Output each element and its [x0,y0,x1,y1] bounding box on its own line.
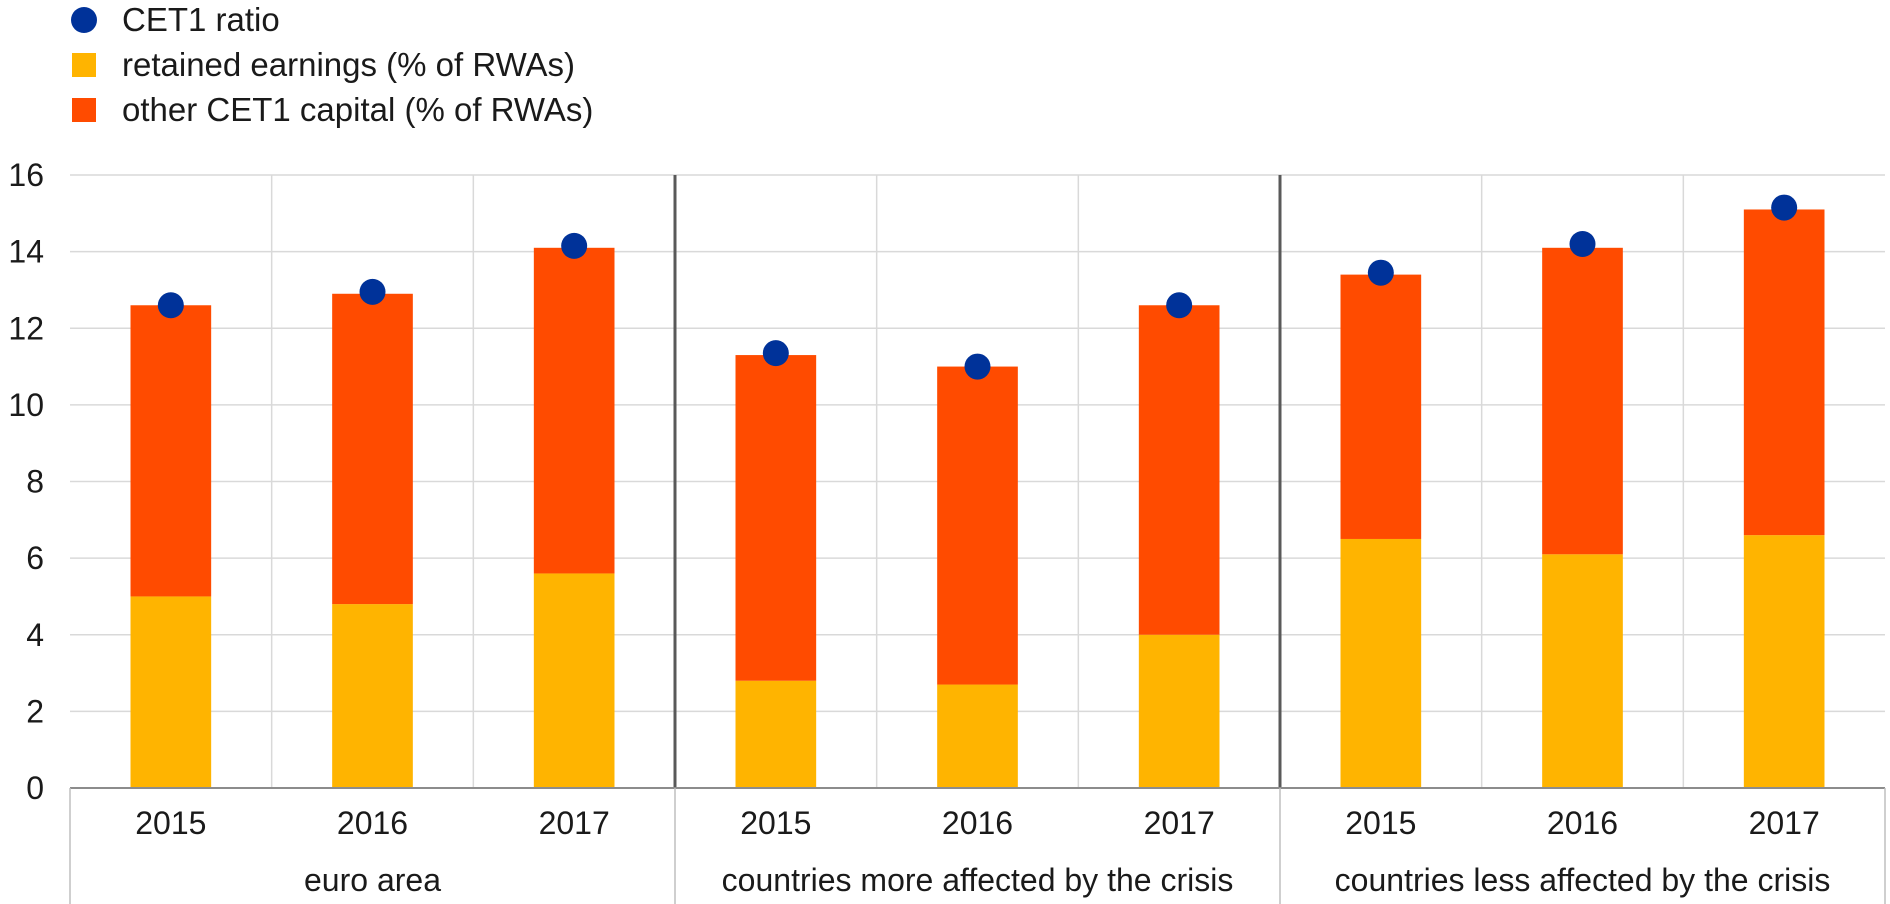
bar-retained-earnings [1743,535,1825,788]
bar-other-cet1-capital [332,293,413,605]
x-tick-label: 2017 [1749,805,1820,841]
bar-retained-earnings [937,684,1018,788]
bar-retained-earnings [332,604,413,788]
legend: CET1 ratio retained earnings (% of RWAs) o… [71,1,593,128]
cet1-ratio-point [1166,292,1193,319]
x-group-label: euro area [304,862,441,898]
cet1-ratio-point [762,340,789,367]
x-tick-label: 2015 [1345,805,1416,841]
cet1-ratio-point [157,292,184,319]
legend-label: retained earnings (% of RWAs) [122,46,575,83]
x-tick-label: 2016 [337,805,408,841]
cet1-ratio-point [359,278,386,305]
bar-retained-earnings [130,596,212,788]
cet1-markers [157,194,1798,380]
legend-label: CET1 ratio [122,1,280,38]
y-tick-label: 2 [26,693,44,729]
legend-swatch [72,98,96,122]
y-tick-label: 16 [8,157,44,193]
y-tick-label: 12 [8,310,44,346]
cet1-ratio-point [1569,230,1596,257]
y-tick-label: 4 [26,617,44,653]
group-separators [673,175,1282,788]
x-group-label: countries less affected by the crisis [1335,862,1831,898]
cet1-ratio-point [561,232,588,259]
x-tick-label: 2016 [1547,805,1618,841]
cet1-ratio-point [1367,259,1394,286]
cet1-ratio-point [1771,194,1798,221]
bar-other-cet1-capital [735,355,817,681]
x-axis: 2015 2016 2017 2015 2016 2017 2015 2016 2017 euro… [69,787,1886,904]
bar-other-cet1-capital [1138,305,1220,635]
y-tick-label: 14 [8,234,44,270]
bar-retained-earnings [1542,554,1623,788]
bar-other-cet1-capital [1542,247,1623,555]
bar-retained-earnings [735,680,817,788]
x-tick-label: 2016 [942,805,1013,841]
bars [130,209,1825,788]
x-tick-label: 2015 [740,805,811,841]
bar-retained-earnings [1340,538,1422,788]
y-tick-label: 6 [26,540,44,576]
y-tick-label: 8 [26,464,44,500]
legend-label: other CET1 capital (% of RWAs) [122,91,593,128]
x-group-label: countries more affected by the crisis [722,862,1234,898]
y-tick-label: 10 [8,387,44,423]
bar-retained-earnings [1138,634,1220,788]
legend-swatch [72,53,96,77]
legend-marker-circle [71,7,97,33]
bar-other-cet1-capital [1743,209,1825,536]
y-axis: 0 2 4 6 8 10 12 14 16 [8,157,44,806]
bar-other-cet1-capital [1340,274,1422,539]
y-tick-label: 0 [26,770,44,806]
x-tick-label: 2015 [135,805,206,841]
cet1-ratio-point [964,353,991,380]
bar-other-cet1-capital [130,305,212,597]
bar-other-cet1-capital [533,247,615,574]
x-tick-label: 2017 [539,805,610,841]
bar-other-cet1-capital [937,366,1018,685]
x-tick-label: 2017 [1144,805,1215,841]
bar-retained-earnings [533,573,615,788]
